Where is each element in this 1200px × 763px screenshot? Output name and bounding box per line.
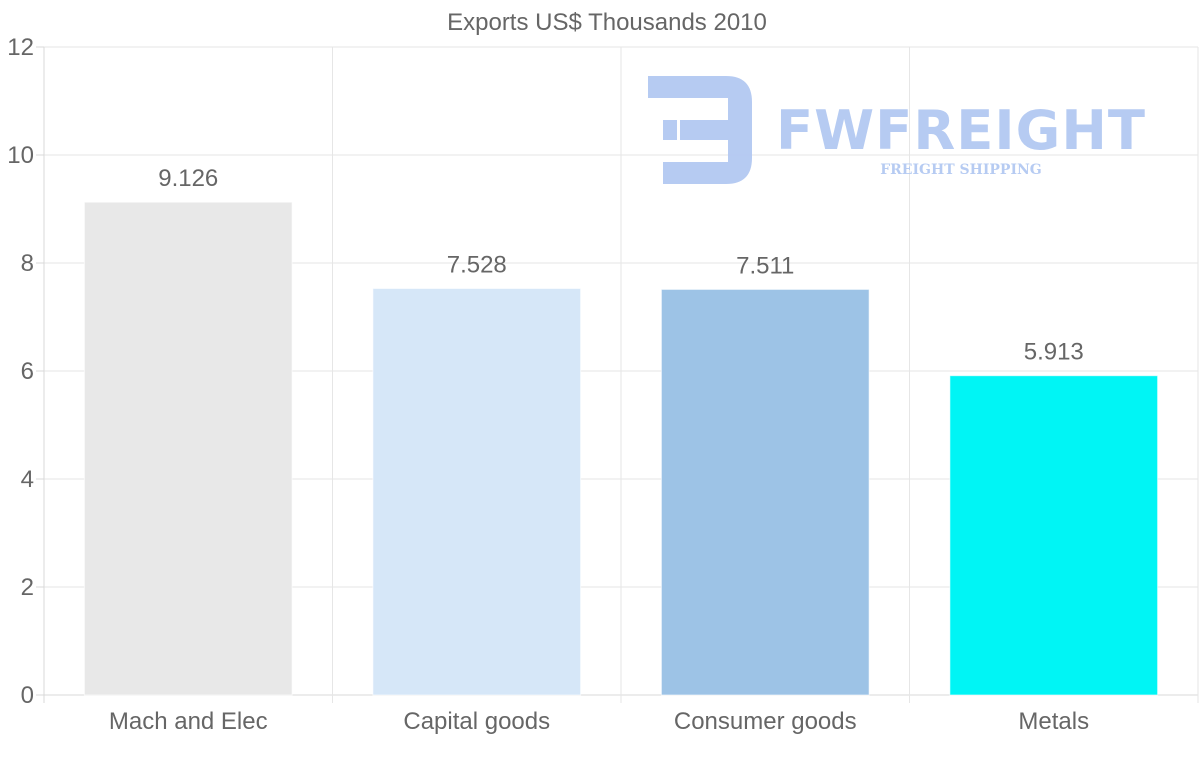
x-category-label: Mach and Elec <box>109 708 268 735</box>
data-label: 7.528 <box>447 251 507 278</box>
fwfreight-logo-icon <box>648 76 752 184</box>
bar-metals <box>949 375 1159 696</box>
data-label: 9.126 <box>158 165 218 192</box>
watermark-name: FWFREIGHT <box>776 99 1146 162</box>
y-tick-label: 8 <box>21 250 34 277</box>
data-label: 5.913 <box>1024 339 1084 366</box>
x-axis-categories: Mach and Elec Capital goods Consumer goods… <box>109 708 1089 735</box>
bar-consumer-goods <box>660 288 870 696</box>
fwfreight-logo: FWFREIGHT FREIGHT SHIPPING <box>648 76 1146 184</box>
y-tick-label: 2 <box>21 574 34 601</box>
bar-mach-and-elec <box>83 201 293 696</box>
y-tick-label: 0 <box>21 682 34 709</box>
data-labels: 9.126 7.528 7.511 5.913 <box>158 165 1084 366</box>
x-category-label: Metals <box>1018 708 1089 735</box>
chart-title: Exports US$ Thousands 2010 <box>447 9 767 36</box>
bars <box>83 201 1159 696</box>
y-tick-label: 4 <box>21 466 34 493</box>
data-label: 7.511 <box>736 252 794 279</box>
watermark-tagline: FREIGHT SHIPPING <box>880 162 1042 178</box>
y-tick-label: 6 <box>21 358 34 385</box>
y-tick-label: 12 <box>7 34 34 61</box>
y-tick-label: 10 <box>7 142 34 169</box>
bar-capital-goods <box>372 287 582 696</box>
y-axis-ticks: 0 2 4 6 8 10 12 <box>7 34 34 709</box>
x-category-label: Capital goods <box>403 708 550 735</box>
x-category-label: Consumer goods <box>674 708 857 735</box>
